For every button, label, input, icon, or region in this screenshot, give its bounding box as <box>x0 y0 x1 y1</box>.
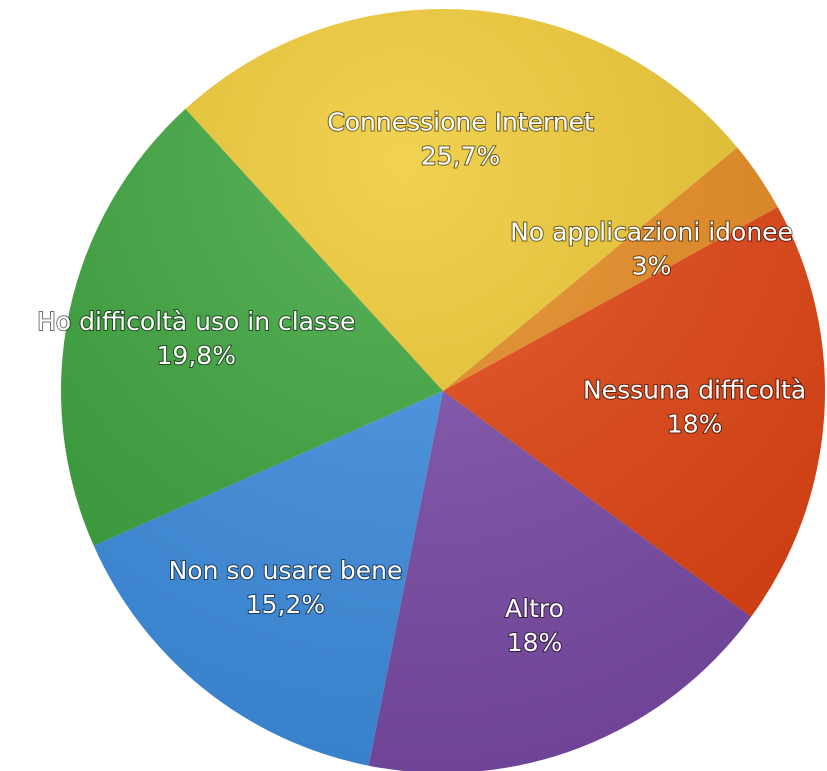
slice-value-label: 3% <box>632 251 672 280</box>
slice-label: Nessuna difficoltà <box>583 375 806 404</box>
slice-label: Non so usare bene <box>169 556 403 585</box>
slice-label: Ho difficoltà uso in classe <box>37 307 355 336</box>
slice-value-label: 18% <box>507 628 563 657</box>
slice-value-label: 18% <box>667 409 723 438</box>
slice-label: Altro <box>505 594 564 623</box>
slice-label: No applicazioni idonee <box>510 217 793 246</box>
slice-value-label: 25,7% <box>421 141 500 170</box>
slice-value-label: 15,2% <box>246 590 325 619</box>
slice-label: Connessione Internet <box>327 107 594 136</box>
slice-value-label: 19,8% <box>157 341 236 370</box>
